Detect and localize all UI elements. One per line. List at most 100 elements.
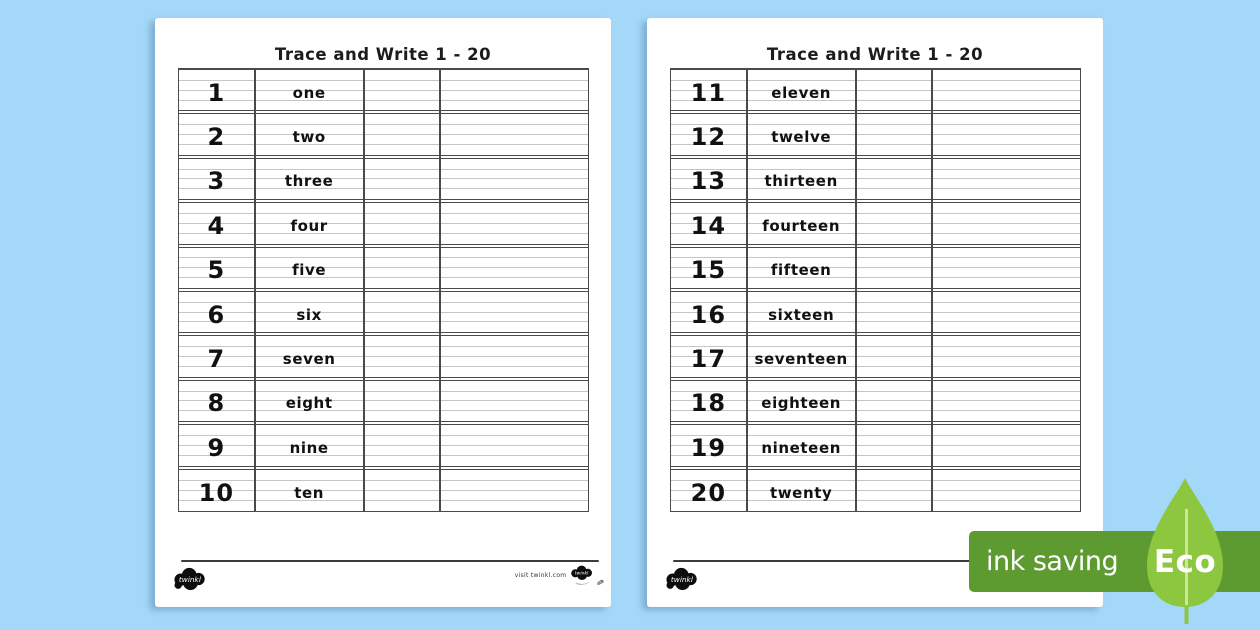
trace-practice-cell-2	[933, 70, 1080, 110]
trace-practice-cell-2	[933, 425, 1080, 465]
footer-divider	[181, 559, 599, 562]
svg-text:twinkl: twinkl	[671, 575, 694, 584]
twinkl-mini-logo: twinkl	[571, 565, 593, 585]
row-word: ten	[294, 483, 325, 502]
trace-practice-cell-1	[856, 203, 932, 243]
eco-leaf-icon	[1147, 478, 1223, 624]
trace-practice-cell-2	[933, 292, 1080, 332]
row-word: one	[292, 83, 326, 102]
trace-row: 6 six	[178, 290, 588, 334]
trace-practice-cell-1	[364, 114, 440, 154]
trace-practice-cell-2	[441, 292, 588, 332]
trace-practice-cell-2	[441, 425, 588, 465]
row-word: fourteen	[762, 216, 841, 235]
trace-row: 1 one	[178, 69, 588, 112]
trace-practice-cell-2	[441, 203, 588, 243]
ink-saving-label: ink saving	[986, 546, 1119, 577]
row-word: eight	[285, 394, 333, 413]
trace-practice-cell-2	[933, 248, 1080, 288]
trace-row: 4 four	[178, 202, 588, 245]
row-number: 3	[207, 167, 226, 196]
trace-practice-cell-2	[933, 159, 1080, 199]
trace-table-1: 1 one 2 two 3 three 4 four 5 five 6 six 7 seven 8 eight…	[177, 68, 589, 512]
trace-row: 12 twelve	[670, 113, 1080, 156]
trace-practice-cell-2	[441, 381, 588, 421]
trace-row: 15 fifteen	[670, 246, 1080, 289]
row-number: 4	[207, 211, 226, 240]
row-word: seventeen	[754, 350, 848, 369]
svg-text:twinkl: twinkl	[179, 575, 202, 584]
worksheet-page-1: Trace and Write 1 - 20 1 one 2 two 3 three 4 fo…	[155, 18, 611, 607]
row-number: 19	[690, 433, 727, 462]
row-number: 13	[690, 167, 727, 196]
row-word: nineteen	[761, 438, 841, 457]
row-number: 16	[690, 300, 727, 329]
trace-practice-cell-1	[856, 292, 932, 332]
trace-row: 13 thirteen	[670, 157, 1080, 201]
trace-practice-cell-1	[856, 381, 932, 421]
row-word: four	[290, 216, 328, 235]
visit-text: visit twinkl.com	[514, 572, 567, 579]
row-word: thirteen	[764, 172, 838, 191]
row-word: twelve	[771, 128, 832, 147]
trace-row: 16 sixteen	[670, 290, 1080, 334]
row-number: 5	[207, 256, 226, 285]
trace-practice-cell-1	[364, 292, 440, 332]
row-number: 18	[690, 389, 727, 418]
row-word: nine	[289, 438, 329, 457]
row-number: 7	[207, 345, 226, 374]
svg-text:twinkl: twinkl	[575, 571, 589, 577]
trace-practice-cell-2	[933, 114, 1080, 154]
row-word: seven	[282, 350, 336, 369]
row-word: five	[292, 261, 327, 280]
trace-row: 17 seventeen	[670, 335, 1080, 378]
trace-row: 9 nine	[178, 424, 588, 467]
trace-practice-cell-1	[856, 248, 932, 288]
trace-practice-cell-1	[364, 248, 440, 288]
trace-row: 19 nineteen	[670, 424, 1080, 467]
trace-row: 2 two	[178, 113, 588, 156]
trace-practice-cell-1	[364, 70, 440, 110]
trace-practice-cell-2	[441, 336, 588, 376]
trace-practice-cell-2	[933, 336, 1080, 376]
trace-practice-cell-1	[856, 425, 932, 465]
row-number: 17	[690, 345, 727, 374]
row-word: fifteen	[770, 261, 832, 280]
trace-row: 3 three	[178, 157, 588, 201]
eco-label: Eco	[1153, 544, 1217, 580]
row-number: 8	[207, 389, 226, 418]
row-number: 11	[690, 78, 727, 107]
ink-saving-badge: ink saving Eco	[969, 475, 1260, 625]
trace-practice-cell-1	[856, 159, 932, 199]
footer-divider	[673, 559, 1091, 562]
trace-practice-cell-2	[441, 70, 588, 110]
row-word: eighteen	[761, 394, 842, 413]
row-word: sixteen	[768, 305, 835, 324]
row-number: 10	[198, 478, 235, 507]
trace-row: 5 five	[178, 246, 588, 289]
row-number: 2	[207, 123, 226, 152]
trace-practice-cell-2	[441, 248, 588, 288]
row-number: 9	[207, 433, 226, 462]
trace-practice-cell-2	[933, 381, 1080, 421]
row-number: 14	[690, 211, 727, 240]
trace-practice-cell-2	[933, 203, 1080, 243]
trace-practice-cell-1	[364, 381, 440, 421]
row-word: eleven	[771, 83, 832, 102]
trace-practice-cell-2	[441, 159, 588, 199]
footer-credit: visit twinkl.com twinkl ✎	[514, 565, 605, 587]
trace-row: 7 seven	[178, 335, 588, 378]
trace-table-2: 11 eleven 12 twelve 13 thirteen 14 fourteen 15 fi…	[669, 68, 1081, 512]
trace-practice-cell-1	[364, 159, 440, 199]
trace-row: 10 ten	[178, 468, 588, 511]
twinkl-logo: twinkl	[174, 567, 205, 591]
row-word: two	[292, 128, 326, 147]
trace-practice-cell-2	[441, 470, 588, 511]
row-word: six	[296, 305, 322, 324]
trace-practice-cell-2	[441, 114, 588, 154]
trace-practice-cell-1	[856, 70, 932, 110]
trace-practice-cell-1	[856, 470, 932, 511]
trace-row: 18 eighteen	[670, 379, 1080, 423]
row-number: 1	[207, 78, 226, 107]
